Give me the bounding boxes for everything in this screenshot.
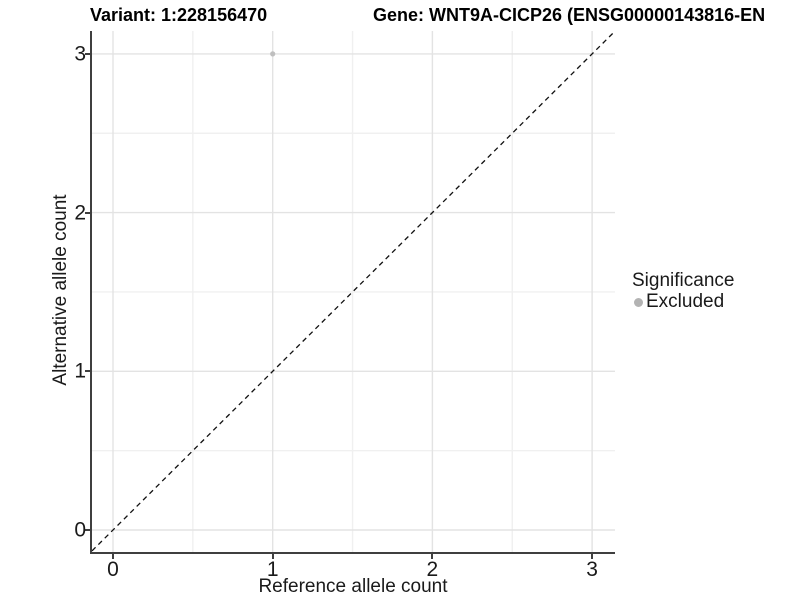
x-tick-mark bbox=[431, 554, 434, 559]
y-tick-mark bbox=[85, 52, 90, 55]
y-tick-label: 2 bbox=[74, 201, 86, 225]
legend: Significance Excluded bbox=[630, 270, 734, 312]
minor-gridlines bbox=[92, 31, 615, 552]
x-tick-mark bbox=[591, 554, 594, 559]
scatter-point bbox=[270, 51, 276, 57]
major-gridlines bbox=[92, 31, 615, 552]
y-tick-mark bbox=[85, 529, 90, 531]
plot-panel bbox=[90, 31, 615, 554]
x-tick-label: 3 bbox=[586, 558, 598, 581]
legend-item-excluded: Excluded bbox=[630, 292, 734, 312]
y-tick-mark bbox=[85, 370, 90, 373]
identity-reference-line bbox=[92, 31, 615, 552]
plot-canvas bbox=[92, 31, 615, 552]
plot-title-variant: Variant: 1:228156470 bbox=[90, 5, 268, 25]
x-tick-label: 2 bbox=[426, 558, 439, 581]
legend-point-icon bbox=[633, 297, 643, 307]
legend-title: Significance bbox=[632, 270, 735, 291]
y-tick-mark bbox=[85, 211, 90, 214]
scatter-points bbox=[270, 51, 276, 57]
y-tick-label: 0 bbox=[74, 518, 86, 542]
y-tick-label: 3 bbox=[74, 42, 86, 66]
legend-item-label: Excluded bbox=[646, 291, 725, 312]
x-tick-mark bbox=[112, 554, 114, 559]
legend-key bbox=[630, 294, 646, 310]
y-axis-title: Alternative allele count bbox=[50, 194, 71, 386]
x-tick-label: 1 bbox=[266, 558, 279, 581]
x-tick-mark bbox=[271, 554, 274, 559]
x-axis-title: Reference allele count bbox=[258, 576, 448, 597]
y-tick-label: 1 bbox=[74, 359, 86, 383]
plot-title-gene: Gene: WNT9A-CICP26 (ENSG00000143816-EN bbox=[373, 5, 766, 25]
x-tick-label: 0 bbox=[107, 558, 119, 581]
